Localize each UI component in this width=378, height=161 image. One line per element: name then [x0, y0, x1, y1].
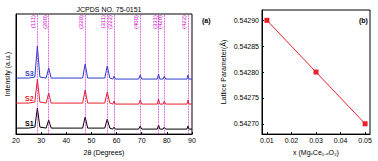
svg-text:0.54275: 0.54275	[234, 94, 259, 101]
svg-text:20: 20	[12, 137, 20, 144]
svg-text:0.54280: 0.54280	[234, 69, 259, 76]
svg-text:70: 70	[138, 137, 146, 144]
svg-text:0.03: 0.03	[309, 137, 323, 144]
svg-text:(a): (a)	[202, 17, 211, 25]
svg-text:0.02: 0.02	[285, 137, 299, 144]
svg-text:(311): (311)	[100, 15, 106, 29]
svg-text:0.01: 0.01	[260, 137, 274, 144]
svg-text:(111): (111)	[30, 15, 36, 28]
svg-text:S1: S1	[25, 120, 34, 127]
svg-text:0.54285: 0.54285	[234, 43, 259, 50]
svg-text:S3: S3	[25, 70, 34, 77]
svg-text:(422): (422)	[181, 15, 187, 29]
svg-text:90: 90	[188, 137, 196, 144]
svg-text:0.04: 0.04	[334, 137, 348, 144]
svg-text:(331): (331)	[151, 15, 158, 29]
svg-text:40: 40	[62, 137, 70, 144]
svg-text:(420): (420)	[157, 15, 163, 29]
svg-text:(400): (400)	[133, 15, 139, 29]
svg-text:80: 80	[163, 137, 171, 144]
svg-text:30: 30	[37, 137, 45, 144]
svg-text:0.54290: 0.54290	[234, 17, 259, 24]
svg-text:2θ (Degrees): 2θ (Degrees)	[84, 149, 125, 157]
svg-text:(200): (200)	[42, 15, 48, 29]
svg-text:60: 60	[113, 137, 121, 144]
svg-text:(b): (b)	[359, 17, 368, 25]
svg-text:Lattice Parameter(Å): Lattice Parameter(Å)	[219, 40, 228, 105]
svg-text:(222): (222)	[107, 15, 113, 29]
svg-text:JCPDS NO. 75-0151: JCPDS NO. 75-0151	[77, 6, 142, 13]
svg-text:50: 50	[88, 137, 96, 144]
svg-text:0.54270: 0.54270	[234, 120, 259, 127]
svg-text:Intensity (a.u.): Intensity (a.u.)	[4, 52, 12, 96]
svg-text:x (MgₓCe₁₋ₓO₂): x (MgₓCe₁₋ₓO₂)	[293, 149, 339, 157]
svg-text:0.05: 0.05	[358, 137, 372, 144]
svg-text:(220): (220)	[78, 15, 84, 29]
svg-text:S2: S2	[25, 95, 34, 102]
